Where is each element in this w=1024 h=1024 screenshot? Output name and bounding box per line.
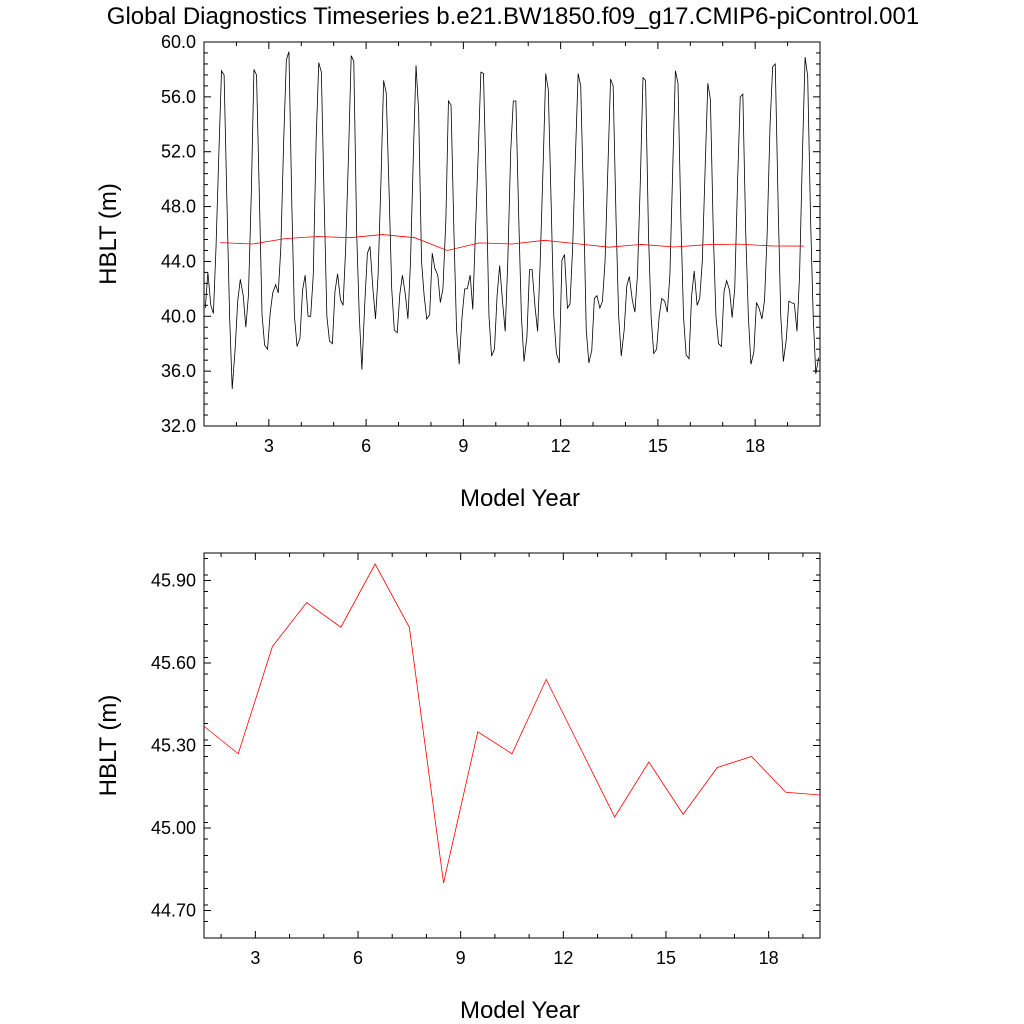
x-tick-label: 12 [551,436,571,456]
y-tick-label: 56.0 [161,87,196,107]
x-tick-label: 18 [759,948,779,968]
y-tick-label: 32.0 [161,416,196,436]
y-tick-label: 44.0 [161,251,196,271]
y-tick-label: 45.30 [151,736,196,756]
plot-frame [203,41,821,427]
x-tick-label: 9 [456,948,466,968]
series-line-annual [203,563,821,884]
x-tick-label: 18 [745,436,765,456]
y-tick-label: 45.60 [151,653,196,673]
y-tick-label: 40.0 [161,306,196,326]
x-tick-label: 6 [353,948,363,968]
series-line-annual [220,234,804,251]
x-tick-label: 6 [361,436,371,456]
series-line-monthly [204,51,820,389]
x-axis-label: Model Year [460,485,580,512]
x-tick-label: 9 [458,436,468,456]
y-tick-label: 48.0 [161,197,196,217]
y-tick-label: 36.0 [161,361,196,381]
y-tick-label: 52.0 [161,142,196,162]
x-tick-label: 12 [553,948,573,968]
x-tick-label: 15 [648,436,668,456]
x-tick-label: 3 [264,436,274,456]
x-tick-label: 15 [656,948,676,968]
y-axis-label: HBLT (m) [95,183,122,285]
bottom-plot: 3 6 9 12 15 18 44.70 45.00 45.30 45.60 45.90 Model … [95,552,821,1024]
chart-title: Global Diagnostics Timeseries b.e21.BW18… [107,3,919,30]
y-axis-label: HBLT (m) [95,695,122,797]
y-tick-label: 45.00 [151,818,196,838]
y-tick-label: 44.70 [151,901,196,921]
y-tick-label: 60.0 [161,32,196,52]
x-tick-label: 3 [250,948,260,968]
plot-frame [203,552,821,939]
y-tick-label: 45.90 [151,571,196,591]
x-axis-label: Model Year [460,997,580,1024]
top-plot: 3 6 9 12 15 18 32.0 36.0 40.0 44.0 48.0 52.0 56.0 60.… [95,32,821,512]
